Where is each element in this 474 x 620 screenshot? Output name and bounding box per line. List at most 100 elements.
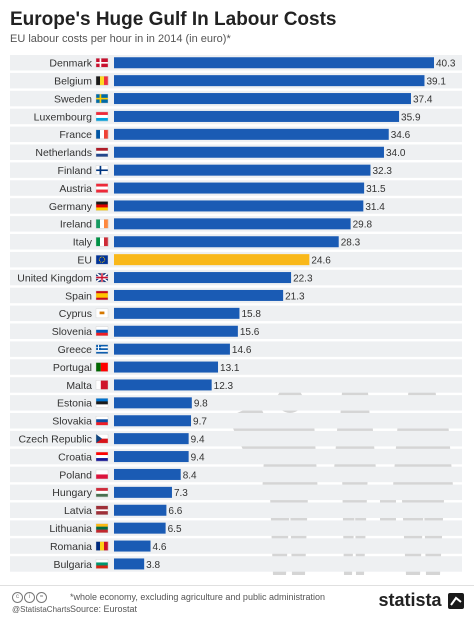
- bar-portugal: [114, 361, 219, 373]
- category-label-croatia: Croatia: [58, 451, 92, 463]
- bar-latvia: [114, 504, 167, 516]
- value-label-romania: 4.6: [153, 542, 167, 553]
- bar-france: [114, 128, 389, 140]
- category-label-slovakia: Slovakia: [52, 416, 92, 428]
- bar-germany: [114, 200, 364, 212]
- flag-poland-icon: [95, 469, 109, 480]
- flag-slovenia-icon: [95, 326, 109, 336]
- value-label-bulgaria: 3.8: [146, 560, 160, 571]
- value-label-belgium: 39.1: [426, 76, 446, 87]
- category-label-latvia: Latvia: [64, 505, 92, 517]
- cc-by-icon: i: [24, 592, 35, 603]
- value-label-ireland: 29.8: [353, 220, 373, 231]
- value-label-croatia: 9.4: [191, 452, 205, 463]
- category-label-estonia: Estonia: [57, 398, 92, 410]
- source-text: Source: Eurostat: [70, 604, 138, 614]
- category-label-finland: Finland: [58, 165, 93, 177]
- bar-chart: Denmark Belgium Sweden Luxembourg France Neth…: [10, 55, 462, 575]
- value-labels: 40.3 39.1 37.4 35.9 34.6 34.0 32.3 31.5 31.4 29.8…: [146, 59, 456, 571]
- flag-hungary-icon: [95, 487, 109, 498]
- value-label-latvia: 6.6: [168, 506, 182, 517]
- value-label-spain: 21.3: [285, 291, 305, 302]
- cc-license-icons: c i =: [12, 592, 48, 610]
- value-label-malta: 12.3: [214, 381, 234, 392]
- category-label-czech-republic: Czech Republic: [18, 433, 92, 445]
- value-label-eu: 24.6: [311, 255, 331, 266]
- value-label-cyprus: 15.8: [241, 309, 261, 320]
- flag-luxembourg-icon: [95, 111, 109, 122]
- category-label-portugal: Portugal: [53, 362, 92, 374]
- flag-ireland-icon: [95, 219, 109, 229]
- flag-romania-icon: [95, 541, 109, 551]
- category-label-greece: Greece: [58, 344, 93, 356]
- value-label-germany: 31.4: [365, 202, 385, 213]
- statista-logo: statista: [379, 590, 464, 611]
- category-label-spain: Spain: [65, 290, 92, 302]
- category-label-austria: Austria: [59, 183, 92, 195]
- bar-czech-republic: [114, 433, 189, 445]
- category-label-hungary: Hungary: [52, 487, 92, 499]
- flag-estonia-icon: [95, 398, 109, 408]
- footer: c i = @StatistaCharts *whole economy, excl…: [0, 585, 474, 620]
- value-label-poland: 8.4: [183, 470, 197, 481]
- bar-poland: [114, 468, 181, 480]
- flag-icons: [95, 58, 109, 569]
- category-label-italy: Italy: [73, 237, 93, 249]
- category-label-united-kingdom: United Kingdom: [17, 272, 92, 284]
- value-label-greece: 14.6: [232, 345, 252, 356]
- cc-nd-icon: =: [36, 592, 47, 603]
- bar-sweden: [114, 93, 411, 105]
- category-label-poland: Poland: [59, 469, 92, 481]
- statista-mark-icon: [448, 592, 464, 609]
- bar-lithuania: [114, 522, 166, 534]
- category-label-cyprus: Cyprus: [59, 308, 92, 320]
- value-label-slovakia: 9.7: [193, 417, 207, 428]
- value-label-united-kingdom: 22.3: [293, 273, 313, 284]
- bar-spain: [114, 289, 284, 301]
- flag-eu-icon: [95, 254, 109, 265]
- category-label-france: France: [59, 129, 92, 141]
- bar-slovakia: [114, 415, 192, 427]
- value-label-estonia: 9.8: [194, 399, 208, 410]
- value-label-finland: 32.3: [372, 166, 392, 177]
- flag-spain-icon: [95, 290, 109, 301]
- flag-belgium-icon: [95, 75, 109, 86]
- flag-germany-icon: [95, 201, 109, 211]
- bar-luxembourg: [114, 110, 400, 122]
- bar-eu: [114, 254, 310, 266]
- bar-netherlands: [114, 146, 384, 158]
- chart-subtitle: EU labour costs per hour in in 2014 (in …: [10, 33, 231, 45]
- category-label-eu: EU: [77, 254, 92, 266]
- bar-ireland: [114, 218, 351, 230]
- bar-estonia: [114, 397, 192, 409]
- bar-belgium: [114, 75, 425, 87]
- value-label-luxembourg: 35.9: [401, 112, 421, 123]
- chart-title: Europe's Huge Gulf In Labour Costs: [10, 9, 337, 30]
- bar-denmark: [114, 57, 434, 69]
- bar-finland: [114, 164, 371, 176]
- flag-italy-icon: [95, 237, 109, 247]
- flag-portugal-icon: [95, 362, 109, 372]
- value-label-portugal: 13.1: [220, 363, 240, 374]
- flag-greece-icon: [95, 344, 109, 354]
- flag-slovakia-icon: [95, 416, 109, 426]
- category-labels: Denmark Belgium Sweden Luxembourg France Neth…: [17, 58, 92, 571]
- value-label-italy: 28.3: [341, 238, 361, 249]
- bar-austria: [114, 182, 365, 194]
- category-label-luxembourg: Luxembourg: [34, 111, 93, 123]
- category-label-ireland: Ireland: [60, 219, 92, 231]
- value-label-sweden: 37.4: [413, 94, 433, 105]
- category-label-denmark: Denmark: [49, 58, 92, 70]
- value-label-hungary: 7.3: [174, 488, 188, 499]
- category-label-germany: Germany: [49, 201, 93, 213]
- flag-malta-icon: [95, 380, 109, 390]
- category-label-lithuania: Lithuania: [49, 523, 92, 535]
- bar-bulgaria: [114, 558, 145, 570]
- value-label-denmark: 40.3: [436, 59, 456, 70]
- flag-united-kingdom-icon: [95, 272, 109, 283]
- flag-sweden-icon: [95, 93, 109, 104]
- category-label-romania: Romania: [50, 541, 92, 553]
- category-label-belgium: Belgium: [54, 75, 92, 87]
- flag-denmark-icon: [95, 58, 109, 68]
- value-label-slovenia: 15.6: [240, 327, 260, 338]
